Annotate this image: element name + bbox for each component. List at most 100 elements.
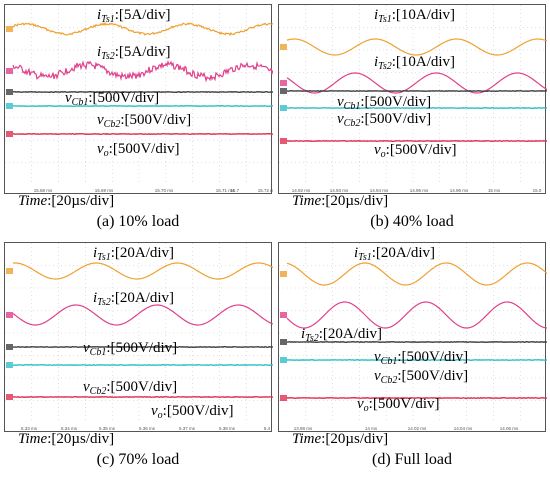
trace-its1 [286, 38, 547, 56]
channel-marker [280, 339, 287, 345]
label-symbol: i [97, 7, 102, 23]
time-tick-label: 15.70 ms [155, 188, 174, 193]
label-subscript: Ts2 [101, 51, 115, 62]
label-subscript: Ts1 [101, 14, 115, 25]
channel-marker [6, 344, 13, 350]
scope-screen: 13.98 ms 14 ms 14.02 ms 14.04 ms 14.06 ms iT… [278, 242, 547, 432]
label-symbol: v [337, 94, 344, 110]
channel-marker [6, 103, 13, 109]
label-scale: :[5A/div] [114, 44, 171, 60]
label-subscript: Ts2 [97, 297, 111, 308]
trace-its2 [286, 301, 547, 329]
trace-label: vCb2:[500V/div] [83, 380, 177, 397]
trace-vo [286, 139, 547, 143]
label-scale: :[500V/div] [162, 403, 234, 419]
channel-marker [280, 105, 287, 111]
trace-label: vo:[500V/div] [357, 397, 440, 414]
time-scale-value: :[20µs/div] [321, 431, 389, 447]
label-symbol: v [337, 111, 344, 127]
panel-caption: (b) 40% load [370, 213, 454, 230]
scope-screen: 14.92 ms 14.93 ms 14.94 ms 14.95 ms 14.96 ms… [278, 4, 547, 194]
channel-marker [6, 131, 13, 137]
channel-marker [6, 26, 13, 32]
trace-its1 [12, 21, 273, 37]
trace-vo [12, 132, 273, 136]
channel-marker [6, 362, 13, 368]
time-tick-label: 15.0 [533, 188, 542, 193]
label-scale: :[20A/div] [318, 326, 383, 342]
label-subscript: Cb1 [380, 356, 398, 367]
channel-marker [280, 44, 287, 50]
time-scale-label: Time:[20µs/div] [292, 193, 388, 210]
label-subscript: o [380, 149, 386, 160]
trace-its2 [12, 304, 273, 326]
label-subscript: Cb2 [343, 118, 361, 129]
channel-marker [6, 394, 13, 400]
label-scale: :[20A/div] [110, 290, 175, 306]
trace-vcb2 [286, 358, 547, 362]
label-scale: :[500V/div] [120, 112, 192, 128]
scope-svg: 5.33 ms 5.34 ms 5.35 ms 5.36 ms 5.37 ms 5.38 … [5, 243, 273, 431]
time-tick-label: 5.33 ms [21, 426, 38, 431]
trace-vcb2 [12, 363, 273, 367]
label-symbol: i [374, 54, 379, 70]
trace-label: iTs1:[5A/div] [97, 8, 171, 25]
label-scale: :[500V/div] [360, 94, 432, 110]
trace-vcb2 [286, 106, 547, 110]
label-scale: :[500V/div] [108, 141, 180, 157]
panel-d: 13.98 ms 14 ms 14.02 ms 14.04 ms 14.06 ms iT… [278, 242, 547, 474]
trace-label: vo:[500V/div] [97, 142, 180, 159]
trace-label: iTs1:[20A/div] [93, 246, 174, 263]
label-symbol: i [97, 44, 102, 60]
trace-its1 [286, 262, 547, 286]
panel-c: 5.33 ms 5.34 ms 5.35 ms 5.36 ms 5.37 ms 5.38 … [4, 242, 273, 474]
time-word: Time [292, 431, 322, 447]
trace-label: vo:[500V/div] [151, 404, 234, 421]
trace-label: vCb2:[500V/div] [374, 369, 468, 386]
scope-svg: 15.68 ms 15.69 ms 15.70 ms 15.71 ms 15.72 ms… [5, 5, 273, 193]
trace-label: vo:[500V/div] [374, 143, 457, 160]
time-tick-label: 15.68 ms [34, 188, 53, 193]
label-scale: :[500V/div] [385, 142, 457, 158]
trace-label: vCb1:[500V/div] [65, 91, 159, 108]
label-symbol: i [93, 245, 98, 261]
time-tick-label: 5.35 ms [99, 426, 116, 431]
trace-vcb2 [13, 104, 273, 108]
channel-marker [280, 80, 287, 86]
label-subscript: Cb2 [103, 119, 121, 130]
label-subscript: Cb1 [343, 101, 361, 112]
label-symbol: i [354, 245, 359, 261]
channel-marker [280, 312, 287, 318]
panel-caption: (d) Full load [372, 451, 452, 468]
label-symbol: v [97, 141, 104, 157]
label-scale: :[500V/div] [397, 349, 469, 365]
time-word: Time [292, 193, 322, 209]
time-tick-label: 5.37 ms [179, 426, 196, 431]
scope-screen: 15.68 ms 15.69 ms 15.70 ms 15.71 ms 15.72 ms… [4, 4, 273, 194]
channel-marker [6, 89, 13, 95]
label-subscript: o [157, 410, 163, 421]
scope-svg: 13.98 ms 14 ms 14.02 ms 14.04 ms 14.06 ms [279, 243, 547, 431]
trace-label: iTs1:[20A/div] [354, 246, 435, 263]
scope-svg: 14.92 ms 14.93 ms 14.94 ms 14.95 ms 14.96 ms… [279, 5, 547, 193]
time-tick-label: 15.69 ms [95, 188, 114, 193]
label-symbol: i [93, 290, 98, 306]
channel-marker [6, 268, 13, 274]
label-symbol: v [357, 396, 364, 412]
label-subscript: Ts1 [97, 252, 111, 263]
label-subscript: o [103, 148, 109, 159]
trace-vcb1 [12, 90, 273, 94]
label-symbol: v [151, 403, 158, 419]
time-tick-label: 15.7 [230, 188, 239, 193]
trace-vcb1 [286, 89, 547, 93]
time-scale-label: Time:[20µs/div] [18, 431, 114, 448]
label-symbol: v [65, 90, 72, 106]
trace-label: iTs2:[20A/div] [301, 327, 382, 344]
label-subscript: Cb1 [71, 97, 89, 108]
label-subscript: Ts2 [305, 333, 319, 344]
label-subscript: Ts1 [358, 252, 372, 263]
trace-its2 [286, 72, 547, 94]
time-tick-label: 5.34 ms [61, 426, 78, 431]
label-symbol: i [301, 326, 306, 342]
time-tick-label: 15 ms [488, 188, 501, 193]
